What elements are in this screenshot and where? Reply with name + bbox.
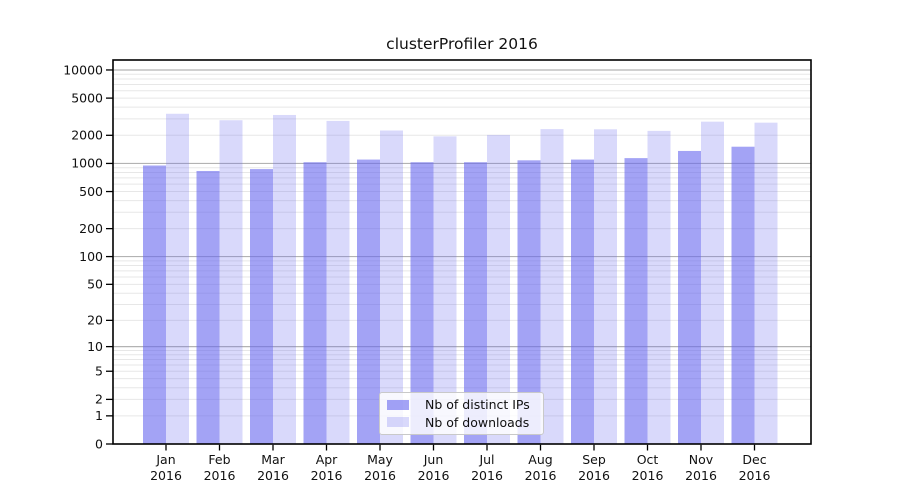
bar-nb-of-downloads-apr [326, 120, 350, 445]
y-tick-label: 0 [95, 436, 103, 451]
bar-nb-of-downloads-dec [754, 122, 778, 444]
bar-nb-of-downloads-jan [166, 113, 189, 444]
x-tick-label-month: Dec [742, 452, 766, 467]
bar-nb-of-distinct-ips-mar [250, 169, 273, 444]
x-tick-label-month: Mar [261, 452, 285, 467]
bar-nb-of-distinct-ips-oct [624, 158, 648, 445]
plot-border [112, 59, 812, 445]
x-tick-label-year: 2016 [311, 468, 343, 483]
x-tick-label-month: May [367, 452, 393, 467]
bar-nb-of-downloads-mar [273, 114, 296, 444]
bar-nb-of-distinct-ips-feb [196, 170, 220, 444]
x-tick-label-month: Feb [208, 452, 230, 467]
bar-nb-of-downloads-feb [219, 120, 243, 444]
legend-item-downloads: Nb of downloads [387, 414, 536, 432]
x-tick-label-year: 2016 [739, 468, 771, 483]
bar-nb-of-downloads-aug [540, 129, 564, 445]
y-tick-label: 10000 [63, 62, 103, 77]
y-tick-label: 200 [79, 221, 103, 236]
x-tick-label-year: 2016 [364, 468, 396, 483]
bar-nb-of-downloads-nov [701, 121, 724, 444]
y-tick-label: 2000 [71, 128, 103, 143]
legend-label-distinct-ips: Nb of distinct IPs [425, 397, 530, 413]
x-tick-label-month: Sep [582, 452, 606, 467]
x-tick-label-year: 2016 [418, 468, 450, 483]
bar-nb-of-distinct-ips-sep [571, 159, 594, 444]
x-tick-label-year: 2016 [685, 468, 717, 483]
legend-swatch-downloads-icon [387, 417, 409, 428]
x-tick-label-year: 2016 [471, 468, 503, 483]
legend-item-distinct-ips: Nb of distinct IPs [387, 396, 536, 414]
bar-nb-of-distinct-ips-aug [517, 160, 541, 444]
y-tick-label: 1 [95, 408, 103, 423]
x-tick-label-month: Jan [155, 452, 175, 467]
bar-nb-of-downloads-jul [487, 134, 510, 444]
x-tick-label-year: 2016 [578, 468, 610, 483]
y-tick-label: 10 [87, 339, 103, 354]
x-tick-label-month: Oct [637, 452, 659, 467]
bar-nb-of-distinct-ips-jul [464, 162, 487, 444]
x-tick-label-year: 2016 [525, 468, 557, 483]
x-tick-label-month: Aug [528, 452, 552, 467]
bar-nb-of-downloads-sep [594, 129, 617, 444]
x-tick-label-year: 2016 [204, 468, 236, 483]
x-tick-label-year: 2016 [257, 468, 289, 483]
y-tick-label: 1000 [71, 156, 103, 171]
y-tick-label: 20 [87, 313, 103, 328]
bar-nb-of-distinct-ips-jan [143, 165, 166, 444]
y-tick-label: 2 [95, 392, 103, 407]
y-tick-label: 500 [79, 184, 103, 199]
bar-nb-of-distinct-ips-jun [410, 162, 434, 444]
x-tick-label-year: 2016 [150, 468, 182, 483]
legend-label-downloads: Nb of downloads [425, 414, 530, 430]
legend-swatch-distinct-ips-icon [387, 399, 409, 410]
x-tick-label-month: Jul [478, 452, 494, 467]
bar-nb-of-downloads-may [380, 130, 403, 445]
y-tick-label: 5 [95, 364, 103, 379]
y-tick-label: 5000 [71, 90, 103, 105]
bar-nb-of-distinct-ips-nov [678, 150, 701, 444]
bar-nb-of-downloads-oct [647, 130, 671, 445]
x-tick-label-year: 2016 [632, 468, 664, 483]
bar-nb-of-distinct-ips-apr [303, 162, 327, 444]
bar-nb-of-distinct-ips-may [357, 159, 380, 444]
bar-nb-of-downloads-jun [433, 136, 457, 444]
y-tick-label: 100 [79, 249, 103, 264]
x-tick-label-month: Nov [689, 452, 714, 467]
x-tick-label-month: Jun [423, 452, 444, 467]
chart-title: clusterProfiler 2016 [386, 35, 538, 53]
y-tick-label: 50 [87, 277, 103, 292]
bar-nb-of-distinct-ips-dec [731, 146, 755, 445]
legend: Nb of distinct IPs Nb of downloads [379, 392, 544, 435]
x-tick-label-month: Apr [316, 452, 338, 467]
